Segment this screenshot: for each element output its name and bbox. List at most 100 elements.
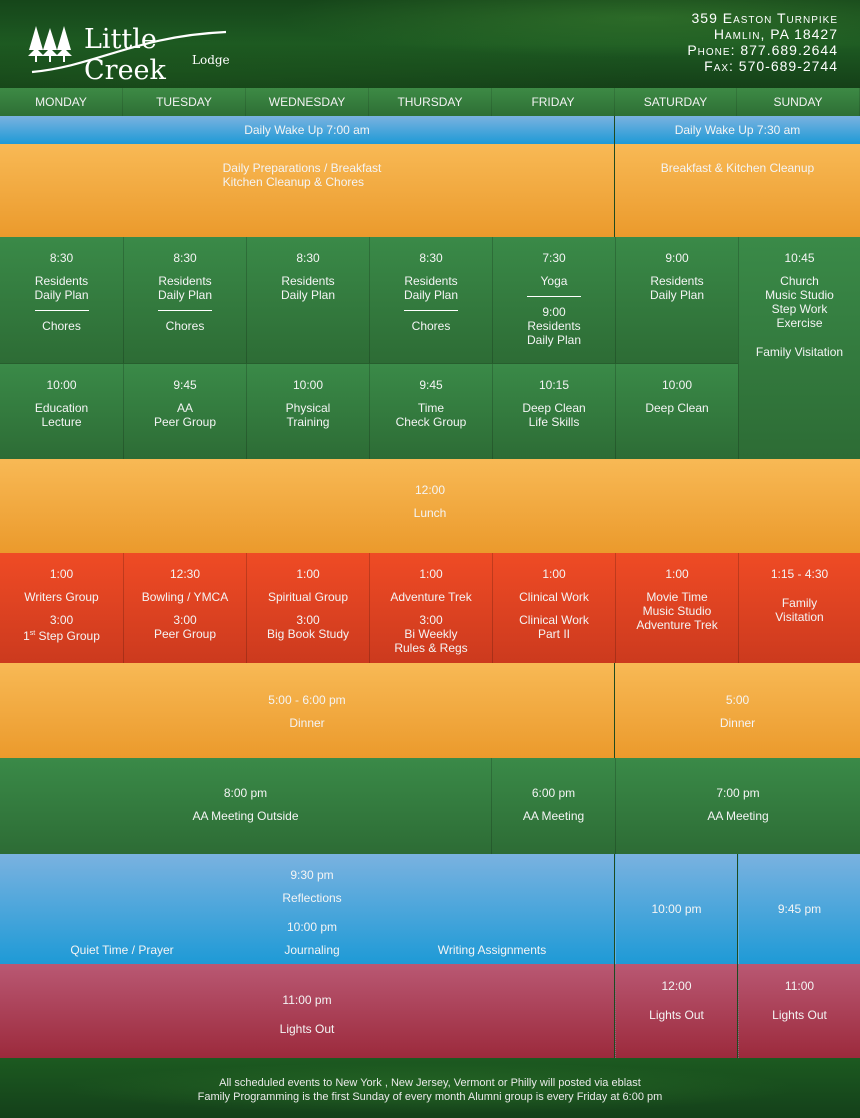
event-title: Daily Plan — [34, 288, 89, 302]
breakfast-weekday: Daily Preparations / Breakfast Kitchen C… — [0, 144, 614, 237]
evening-weekend: 7:00 pm AA Meeting — [615, 758, 860, 854]
event-title: Time — [417, 401, 445, 415]
logo[interactable]: Little Creek Lodge — [26, 22, 236, 86]
pine-trees-icon — [28, 26, 227, 74]
event-time: 7:30 — [542, 251, 566, 265]
event-title: Reflections — [282, 891, 342, 905]
event-title: Life Skills — [528, 415, 580, 429]
lunch-row: 12:00 Lunch — [0, 459, 860, 553]
event-time: 5:00 — [725, 693, 750, 707]
event-title: Lights Out — [772, 1008, 827, 1022]
event-title: Lunch — [413, 506, 447, 520]
contact-info: 359 Easton Turnpike Hamlin, PA 18427 Pho… — [687, 10, 838, 74]
event-time: 10:45 — [784, 251, 815, 265]
event-title: Journaling — [284, 943, 340, 957]
event-title: Clinical Work — [519, 590, 589, 604]
event-time: 8:30 — [296, 251, 320, 265]
event-title: Lights Out — [649, 1008, 704, 1022]
event-time: 10:15 — [538, 378, 570, 392]
morning2-saturday: 10:00 Deep Clean — [615, 363, 738, 459]
morning2-friday: 10:15 Deep Clean Life Skills — [492, 363, 615, 459]
dinner-row: 5:00 - 6:00 pm Dinner 5:00 Dinner — [0, 663, 860, 758]
event-time: 9:45 pm — [777, 902, 822, 916]
event-title: AA Meeting Outside — [192, 809, 299, 823]
wake-row: Daily Wake Up 7:00 am Daily Wake Up 7:30… — [0, 116, 860, 144]
breakfast-row: Daily Preparations / Breakfast Kitchen C… — [0, 144, 860, 237]
event-title: Deep Clean — [522, 401, 586, 415]
event-time: 1:00 — [296, 567, 320, 581]
ordinal-number: 1 — [23, 629, 30, 643]
day-thursday: THURSDAY — [369, 88, 492, 116]
wake-weekday: Daily Wake Up 7:00 am — [0, 116, 614, 144]
breakfast-line2: Kitchen Cleanup & Chores — [222, 175, 365, 189]
event-time: 12:00 — [661, 979, 692, 993]
event-time: 3:00 — [296, 613, 320, 627]
wake-weekend-label: Daily Wake Up 7:30 am — [674, 123, 801, 137]
event-title: Daily Plan — [649, 288, 705, 302]
event-title: Bi Weekly — [404, 627, 458, 641]
breakfast-line1: Daily Preparations / Breakfast — [222, 161, 382, 175]
morning1-wednesday: 8:30 Residents Daily Plan — [246, 237, 369, 363]
event-time: 5:00 - 6:00 pm — [268, 693, 346, 707]
event-title: Adventure Trek — [390, 590, 472, 604]
phone[interactable]: Phone: 877.689.2644 — [687, 42, 838, 58]
event-title: Peer Group — [153, 415, 217, 429]
evening-friday: 6:00 pm AA Meeting — [491, 758, 615, 854]
morning1-monday: 8:30 Residents Daily Plan Chores — [0, 237, 123, 363]
event-time: 9:00 — [665, 251, 689, 265]
event-title: Adventure Trek — [636, 618, 718, 632]
lights-out-saturday: 12:00 Lights Out — [615, 964, 737, 1058]
event-time: 11:00 — [784, 979, 815, 993]
event-title: Bowling / YMCA — [141, 590, 229, 604]
event-title: Quiet Time / Prayer — [70, 943, 174, 957]
divider — [404, 310, 458, 311]
event-time: 1:00 — [49, 567, 74, 581]
event-time: 12:00 — [414, 483, 446, 497]
event-time: 1:00 — [419, 567, 443, 581]
event-title: Visitation — [775, 610, 824, 624]
footer-line1: All scheduled events to New York , New J… — [219, 1077, 641, 1089]
divider — [158, 310, 212, 311]
event-title: Writers Group — [24, 590, 99, 604]
evening-row: 8:00 pm AA Meeting Outside 6:00 pm AA Me… — [0, 758, 860, 854]
dinner-weekend: 5:00 Dinner — [615, 663, 860, 758]
morning2-monday: 10:00 Education Lecture — [0, 363, 123, 459]
day-header-row: MONDAY TUESDAY WEDNESDAY THURSDAY FRIDAY… — [0, 88, 860, 116]
afternoon-sunday: 1:15 - 4:30 Family Visitation — [738, 553, 860, 663]
event-time: 9:30 pm — [290, 868, 334, 882]
afternoon-tuesday: 12:30 Bowling / YMCA 3:00 Peer Group — [123, 553, 246, 663]
lights-out-sunday: 11:00 Lights Out — [738, 964, 860, 1058]
event-time: 7:00 pm — [716, 786, 760, 800]
divider — [527, 296, 581, 297]
event-title: Daily Plan — [526, 333, 582, 347]
event-title: Step Work — [771, 302, 828, 316]
afternoon-row: 1:00 Writers Group 3:00 1st Step Group 1… — [0, 553, 860, 663]
event-title: Lecture — [41, 415, 82, 429]
event-title: Physical — [285, 401, 331, 415]
day-monday: MONDAY — [0, 88, 123, 116]
event-title: Lights Out — [279, 1022, 335, 1036]
morning-row-1: 8:30 Residents Daily Plan Chores 8:30 Re… — [0, 237, 860, 459]
address-line2: Hamlin, PA 18427 — [713, 26, 838, 42]
breakfast-weekend-label: Breakfast & Kitchen Cleanup — [660, 161, 815, 175]
event-title: Daily Plan — [280, 288, 336, 302]
event-title: Residents — [34, 274, 89, 288]
morning-sunday: 10:45 Church Music Studio Step Work Exer… — [738, 237, 860, 459]
event-title: Dinner — [289, 716, 325, 730]
event-title: Residents — [527, 319, 581, 333]
event-title: Education — [34, 401, 89, 415]
fax: Fax: 570-689-2744 — [704, 58, 838, 74]
morning1-friday: 7:30 Yoga 9:00 Residents Daily Plan — [492, 237, 615, 363]
day-sunday: SUNDAY — [737, 88, 860, 116]
event-title: Dinner — [719, 716, 756, 730]
event-title: Yoga — [540, 274, 568, 288]
event-title: AA — [176, 401, 193, 415]
afternoon-saturday: 1:00 Movie Time Music Studio Adventure T… — [615, 553, 738, 663]
event-title: Peer Group — [153, 627, 217, 641]
wake-weekday-label: Daily Wake Up 7:00 am — [244, 123, 370, 137]
wake-weekend: Daily Wake Up 7:30 am — [615, 116, 860, 144]
event-title: Exercise — [776, 316, 823, 330]
event-time: 9:45 — [173, 378, 197, 392]
evening-mon-thu: 8:00 pm AA Meeting Outside — [0, 758, 491, 854]
event-time: 3:00 — [49, 613, 74, 627]
